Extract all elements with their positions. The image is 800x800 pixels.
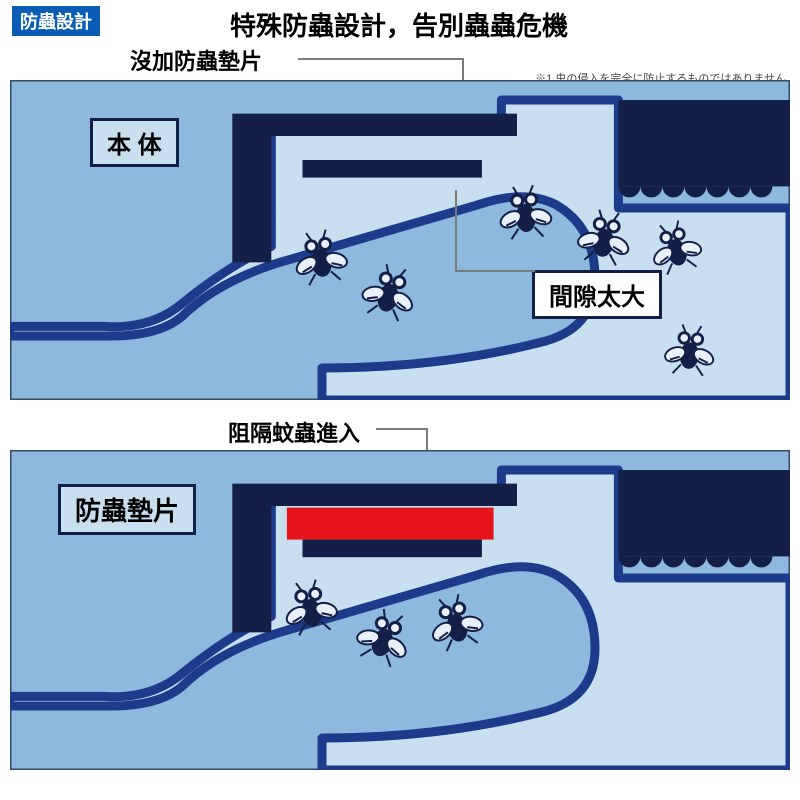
panel2-callout-blocks-bugs: 阻隔蚊蟲進入 [228, 416, 360, 448]
title-text: 特殊防蟲設計，告別蟲蟲危機 [230, 11, 568, 41]
leader-line [455, 270, 535, 272]
leader-line [298, 58, 464, 60]
inner-plate [303, 540, 482, 558]
badge-text: 防蟲設計 [20, 12, 92, 32]
leader-line [455, 190, 457, 272]
main-title: 特殊防蟲設計，告別蟲蟲危機 [230, 6, 568, 43]
diagram-panel-without-gasket: 本 体間隙太大 [10, 80, 790, 400]
gasket-shape [287, 508, 494, 540]
housing-block [618, 470, 790, 556]
label-gap: 間隙太大 [532, 270, 662, 319]
inner-plate [303, 160, 482, 178]
category-badge: 防蟲設計 [12, 6, 100, 36]
label-gasket: 防蟲墊片 [58, 484, 196, 535]
label-body: 本 体 [90, 118, 179, 167]
panel1-callout-no-gasket: 沒加防蟲墊片 [130, 44, 262, 76]
housing-block [618, 100, 790, 186]
diagram-panel-with-gasket: 防蟲墊片 [10, 450, 790, 770]
leader-line [376, 428, 428, 430]
